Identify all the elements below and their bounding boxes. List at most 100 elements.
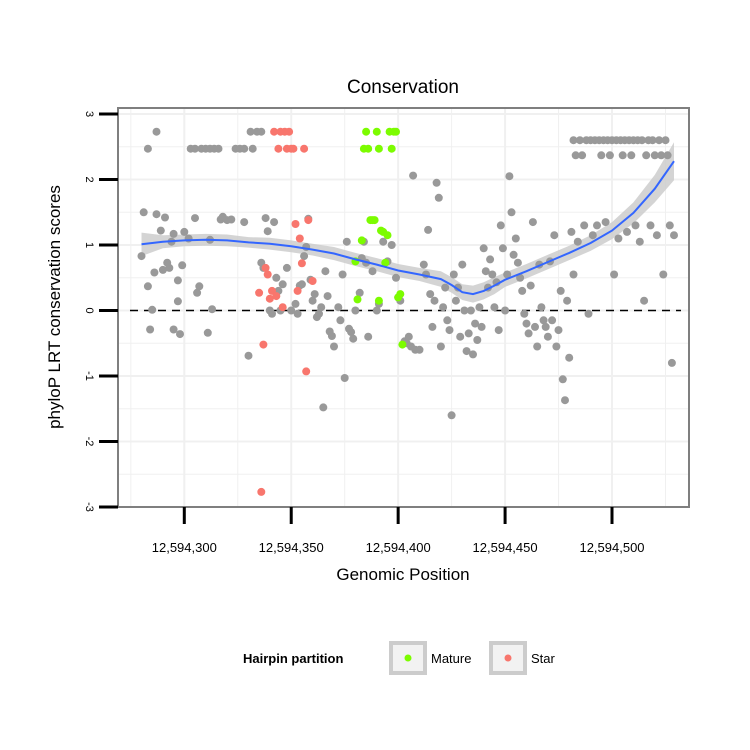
- point-mature: [381, 258, 390, 267]
- point-other: [148, 305, 157, 314]
- point-mature: [387, 144, 396, 153]
- point-star: [293, 286, 302, 295]
- point-other: [293, 309, 302, 318]
- legend-dot-mature: [404, 654, 412, 662]
- point-other: [473, 336, 482, 344]
- point-other: [486, 255, 495, 264]
- point-other: [327, 332, 336, 340]
- point-other: [509, 250, 518, 259]
- point-star: [295, 234, 304, 243]
- point-other: [552, 342, 561, 351]
- point-other: [533, 342, 542, 351]
- point-other: [456, 332, 465, 341]
- point-other: [342, 237, 351, 246]
- point-star: [302, 367, 311, 376]
- point-other: [614, 234, 623, 243]
- point-other: [597, 151, 606, 160]
- point-other: [601, 218, 610, 227]
- point-star: [270, 127, 279, 136]
- point-other: [308, 296, 317, 305]
- point-other: [336, 316, 345, 325]
- point-other: [516, 273, 525, 282]
- point-star: [291, 220, 300, 228]
- point-other: [563, 296, 572, 305]
- point-other: [652, 231, 661, 240]
- point-other: [537, 303, 546, 312]
- point-other: [578, 151, 587, 160]
- plot-panel: [117, 107, 690, 508]
- point-other: [278, 280, 287, 289]
- point-other: [270, 218, 279, 227]
- y-tick-label: 3: [83, 111, 95, 117]
- x-tick-label: 12,594,300: [152, 540, 217, 555]
- point-other: [310, 290, 319, 299]
- point-other: [291, 299, 300, 308]
- point-other: [460, 306, 469, 315]
- legend-item-mature: Mature: [389, 641, 471, 675]
- point-other: [638, 136, 646, 145]
- point-other: [503, 270, 512, 279]
- point-other: [631, 221, 640, 230]
- point-other: [490, 303, 499, 312]
- point-other: [439, 303, 448, 312]
- point-other: [319, 403, 328, 412]
- point-other: [567, 227, 576, 236]
- point-other: [526, 281, 535, 290]
- point-other: [152, 127, 161, 136]
- y-tick-label: 2: [83, 176, 95, 182]
- point-other: [321, 267, 330, 276]
- point-other: [137, 252, 146, 261]
- point-other: [648, 136, 657, 145]
- point-other: [571, 151, 580, 160]
- point-mature: [392, 127, 400, 136]
- point-other: [659, 270, 668, 279]
- point-star: [304, 216, 313, 225]
- point-star: [278, 303, 287, 312]
- point-other: [451, 296, 460, 305]
- point-other: [550, 231, 559, 240]
- point-mature: [357, 236, 366, 245]
- point-other: [368, 267, 377, 276]
- point-other: [569, 136, 578, 145]
- point-other: [424, 225, 433, 234]
- point-other: [565, 353, 574, 362]
- point-other: [661, 136, 670, 145]
- point-star: [285, 127, 294, 136]
- point-mature: [364, 144, 373, 153]
- point-other: [548, 316, 557, 325]
- x-tick-label: 12,594,500: [579, 540, 644, 555]
- point-other: [169, 229, 178, 238]
- point-other: [268, 309, 276, 318]
- point-star: [274, 144, 283, 153]
- point-other: [605, 151, 614, 160]
- point-other: [494, 326, 503, 335]
- y-tick-label: -2: [83, 437, 95, 447]
- y-axis: -3 -2 -1 0 1 2 3: [83, 111, 118, 512]
- point-other: [340, 374, 349, 382]
- point-other: [347, 328, 356, 337]
- point-other: [428, 322, 437, 331]
- point-other: [263, 227, 272, 236]
- point-other: [261, 214, 270, 223]
- point-mature: [398, 340, 407, 349]
- x-tick-label: 12,594,350: [259, 540, 324, 555]
- point-other: [665, 221, 674, 230]
- point-mature: [374, 144, 383, 153]
- point-other: [436, 342, 445, 351]
- y-tick-label: -1: [83, 371, 95, 381]
- point-other: [646, 221, 655, 230]
- x-tick-label: 12,594,450: [473, 540, 538, 555]
- point-other: [524, 329, 533, 338]
- point-other: [556, 286, 565, 295]
- point-other: [156, 226, 165, 235]
- point-other: [531, 322, 539, 331]
- point-other: [584, 309, 593, 318]
- point-other: [176, 330, 184, 339]
- point-other: [522, 319, 531, 328]
- point-mature: [396, 290, 405, 299]
- point-other: [501, 306, 510, 315]
- point-other: [543, 332, 552, 341]
- legend: Hairpin partition Mature Star: [243, 641, 556, 675]
- point-star: [259, 340, 268, 349]
